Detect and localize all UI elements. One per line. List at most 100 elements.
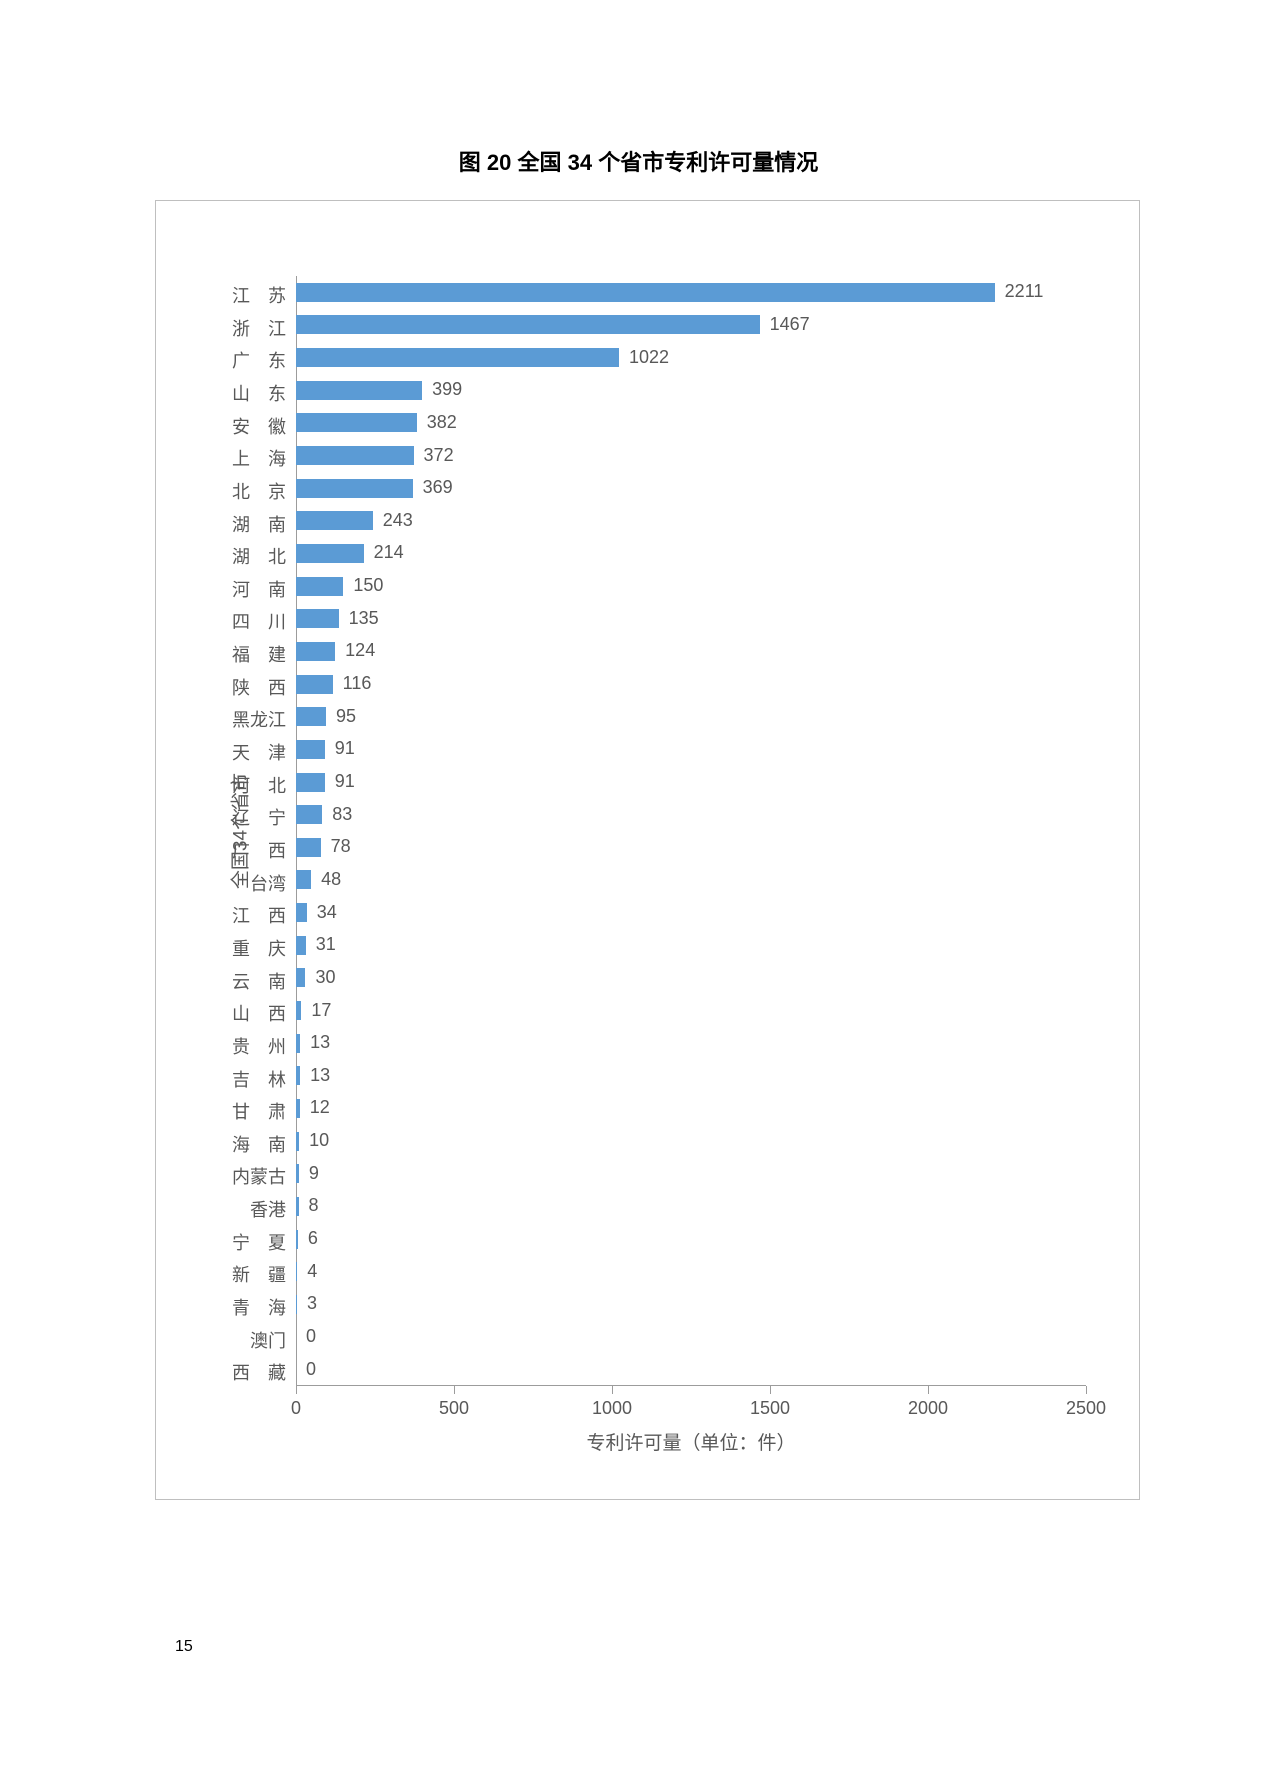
plot-area: 全国34个省市 专利许可量（单位：件） 江 苏2211浙 江1467广 东102… [296,276,1086,1386]
category-label: 甘 肃 [232,1098,286,1124]
bar [296,1132,299,1151]
category-label: 北 京 [232,478,286,504]
value-label: 30 [315,967,335,988]
bar [296,609,339,628]
bar [296,1164,299,1183]
bar-row: 香港8 [296,1190,1086,1223]
x-tick-label: 1500 [750,1398,790,1419]
value-label: 116 [343,673,372,694]
bar-row: 江 苏2211 [296,276,1086,309]
bar [296,870,311,889]
value-label: 124 [345,640,375,661]
value-label: 0 [306,1359,316,1380]
bar-row: 西 藏0 [296,1353,1086,1386]
category-label: 内蒙古 [232,1163,286,1189]
category-label: 宁 夏 [232,1229,286,1255]
value-label: 34 [317,902,337,923]
x-axis-title: 专利许可量（单位：件） [586,1428,795,1455]
category-label: 海 南 [232,1131,286,1157]
value-label: 31 [316,934,336,955]
bar-row: 山 西17 [296,994,1086,1027]
category-label: 台湾 [250,870,286,896]
bar-row: 河 北91 [296,766,1086,799]
value-label: 6 [308,1228,318,1249]
bar [296,838,321,857]
bar [296,479,413,498]
bar [296,707,326,726]
value-label: 369 [423,477,453,498]
category-label: 广 东 [232,347,286,373]
value-label: 91 [335,738,355,759]
page-title: 图 20 全国 34 个省市专利许可量情况 [0,145,1277,177]
value-label: 372 [424,445,454,466]
bar-row: 黑龙江95 [296,700,1086,733]
x-tick [612,1386,613,1394]
bar [296,446,414,465]
category-label: 上 海 [232,445,286,471]
bar-row: 上 海372 [296,439,1086,472]
bar-row: 浙 江1467 [296,309,1086,342]
bar [296,413,417,432]
x-tick-label: 2000 [908,1398,948,1419]
category-label: 新 疆 [232,1261,286,1287]
bar-row: 海 南10 [296,1125,1086,1158]
category-label: 江 苏 [232,282,286,308]
value-label: 12 [310,1097,330,1118]
x-tick [454,1386,455,1394]
x-tick-label: 500 [439,1398,469,1419]
category-label: 河 北 [232,772,286,798]
category-label: 天 津 [232,739,286,765]
value-label: 1022 [629,347,669,368]
value-label: 13 [310,1065,330,1086]
bar-row: 四 川135 [296,602,1086,635]
bar-row: 辽 宁83 [296,798,1086,831]
category-label: 吉 林 [232,1066,286,1092]
value-label: 214 [374,542,404,563]
category-label: 江 西 [232,902,286,928]
category-label: 福 建 [232,641,286,667]
bar [296,1034,300,1053]
bar-row: 宁 夏6 [296,1223,1086,1256]
category-label: 重 庆 [232,935,286,961]
value-label: 4 [307,1261,317,1282]
bar-row: 河 南150 [296,570,1086,603]
bar [296,577,343,596]
bar [296,348,619,367]
bar [296,675,333,694]
category-label: 澳门 [250,1327,286,1353]
category-label: 西 藏 [232,1359,286,1385]
category-label: 山 东 [232,380,286,406]
bar-row: 甘 肃12 [296,1092,1086,1125]
value-label: 135 [349,608,379,629]
x-tick [770,1386,771,1394]
bar [296,773,325,792]
category-label: 山 西 [232,1000,286,1026]
bar [296,1197,299,1216]
value-label: 10 [309,1130,329,1151]
value-label: 91 [335,771,355,792]
value-label: 8 [309,1195,319,1216]
x-tick-label: 1000 [592,1398,632,1419]
bar [296,544,364,563]
bar [296,740,325,759]
value-label: 13 [310,1032,330,1053]
bar-row: 北 京369 [296,472,1086,505]
bar [296,381,422,400]
category-label: 辽 宁 [232,804,286,830]
category-label: 云 南 [232,968,286,994]
category-label: 广 西 [232,837,286,863]
category-label: 贵 州 [232,1033,286,1059]
bar-row: 重 庆31 [296,929,1086,962]
category-label: 浙 江 [232,315,286,341]
bar-row: 湖 北214 [296,537,1086,570]
bar-row: 台湾48 [296,864,1086,897]
value-label: 17 [311,1000,331,1021]
bar-row: 湖 南243 [296,505,1086,538]
bar-row: 陕 西116 [296,668,1086,701]
x-tick-label: 0 [291,1398,301,1419]
bar-row: 广 西78 [296,831,1086,864]
bar [296,903,307,922]
bar-row: 青 海3 [296,1288,1086,1321]
value-label: 1467 [770,314,810,335]
bar-row: 新 疆4 [296,1255,1086,1288]
